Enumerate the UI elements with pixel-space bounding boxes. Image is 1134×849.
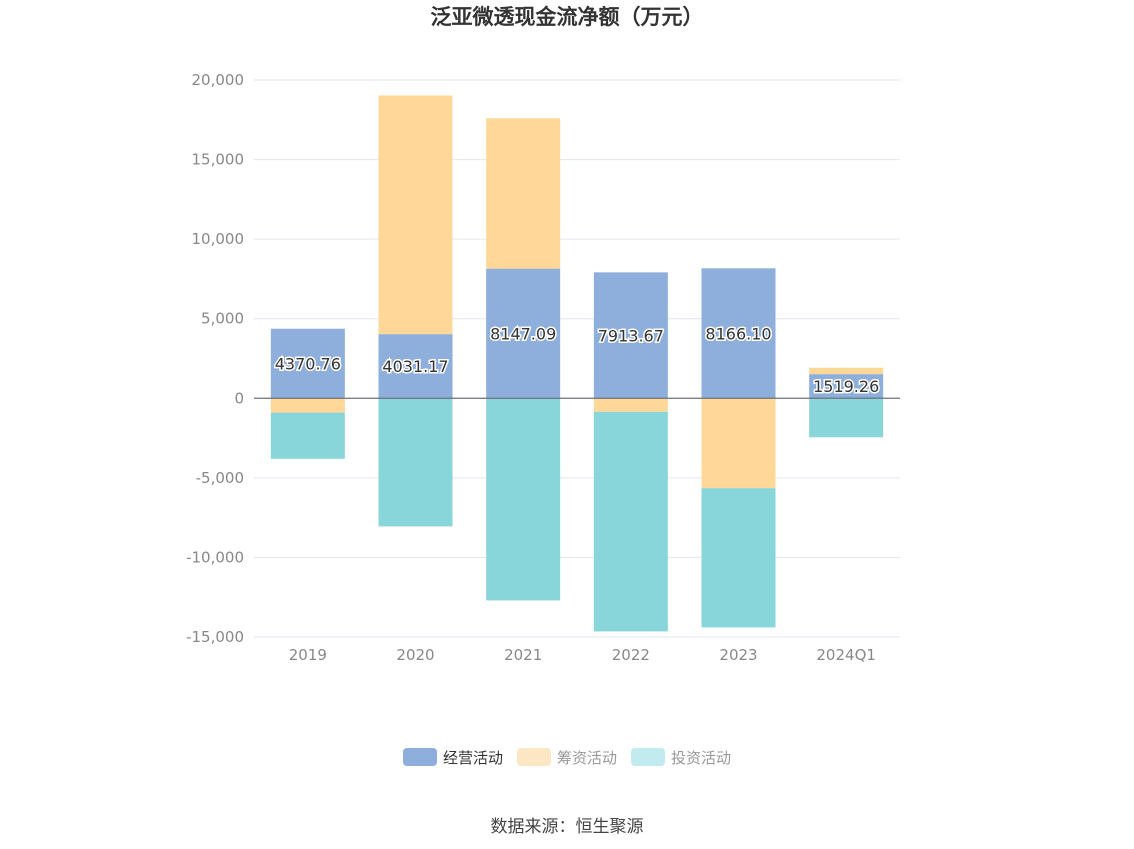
- x-tick-label: 2019: [289, 646, 327, 664]
- legend-swatch-operating: [402, 748, 437, 766]
- data-label-2022: 7913.67: [598, 326, 664, 345]
- chart-title: 泛亚微透现金流净额（万元）: [431, 5, 704, 29]
- legend-item-investing[interactable]: 投资活动: [631, 747, 731, 768]
- bar-2020-series-1[interactable]: [378, 95, 453, 335]
- legend-swatch-financing: [516, 748, 551, 766]
- bar-2019-series-0[interactable]: [270, 328, 345, 399]
- bar-2021-series-1[interactable]: [486, 118, 561, 269]
- legend-label-operating: 经营活动: [442, 748, 503, 767]
- x-tick-label: 2022: [612, 646, 650, 664]
- bar-2020-series-0[interactable]: [378, 334, 453, 399]
- bar-2023-series-1[interactable]: [701, 398, 776, 489]
- bar-2023-series-2[interactable]: [701, 488, 776, 628]
- x-tick-label: 2023: [719, 646, 757, 664]
- x-tick-label: 2020: [396, 646, 434, 664]
- data-label-2024Q1: 1519.26: [813, 377, 879, 396]
- bar-2019-series-1[interactable]: [270, 398, 345, 413]
- data-label-2021: 8147.09: [490, 324, 556, 343]
- legend-item-operating[interactable]: 经营活动: [402, 747, 503, 768]
- y-tick-label: -15,000: [186, 628, 244, 646]
- x-tick-label: 2024Q1: [816, 646, 876, 664]
- data-label-2023: 8166.10: [705, 324, 771, 343]
- y-tick-label: -5,000: [196, 469, 244, 487]
- bars: [270, 95, 884, 632]
- bar-2021-series-0[interactable]: [486, 268, 561, 399]
- y-tick-label: 20,000: [192, 71, 245, 89]
- bar-2023-series-0[interactable]: [701, 268, 776, 399]
- y-tick-label: 15,000: [192, 151, 245, 169]
- bar-2024Q1-series-2[interactable]: [809, 398, 884, 438]
- y-tick-label: -10,000: [186, 548, 244, 566]
- legend: 经营活动 筹资活动 投资活动: [0, 746, 1134, 768]
- bar-2024Q1-series-1[interactable]: [809, 367, 884, 375]
- bar-2019-series-2[interactable]: [270, 412, 345, 459]
- y-tick-label: 10,000: [192, 230, 245, 248]
- bar-2021-series-2[interactable]: [486, 398, 561, 601]
- y-tick-label: 5,000: [201, 310, 244, 328]
- data-label-2020: 4031.17: [382, 357, 448, 376]
- bar-2022-series-2[interactable]: [593, 411, 668, 632]
- bar-2024Q1-series-0[interactable]: [809, 374, 884, 399]
- axes: -15,000 -10,000 -5,000 0 5,000 10,000 15,000 20…: [186, 71, 900, 664]
- data-label-2019: 4370.76: [275, 355, 341, 374]
- grid-lines: [254, 79, 900, 638]
- bar-2022-series-1[interactable]: [593, 398, 668, 412]
- x-tick-label: 2021: [504, 646, 542, 664]
- bar-2020-series-2[interactable]: [378, 398, 453, 527]
- data-source: 数据来源：恒生聚源: [490, 817, 644, 837]
- bar-2022-series-0[interactable]: [593, 272, 668, 399]
- legend-swatch-investing: [631, 748, 665, 766]
- data-labels: 4370.76 4031.17 8147.09 7913.67 8166.10 1519.…: [273, 323, 881, 398]
- legend-label-investing: 投资活动: [671, 748, 732, 767]
- legend-label-financing: 筹资活动: [556, 748, 617, 767]
- legend-item-financing[interactable]: 筹资活动: [516, 747, 617, 768]
- y-tick-label: 0: [234, 389, 244, 407]
